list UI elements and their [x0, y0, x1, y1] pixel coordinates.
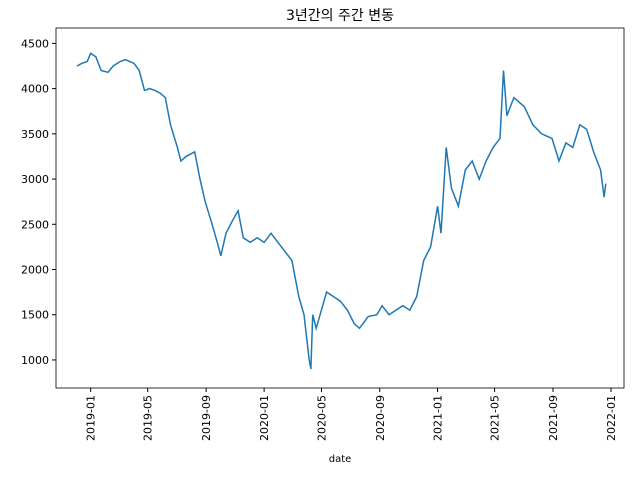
- x-tick-label: 2019-05: [142, 395, 155, 441]
- y-tick-label: 3000: [21, 173, 49, 186]
- y-tick-label: 2000: [21, 264, 49, 277]
- y-tick-label: 1000: [21, 354, 49, 367]
- y-tick-label: 2500: [21, 218, 49, 231]
- y-tick-label: 4000: [21, 83, 49, 96]
- y-tick-label: 3500: [21, 128, 49, 141]
- chart-title: 3년간의 주간 변동: [286, 8, 394, 24]
- x-axis-label: date: [329, 454, 352, 465]
- x-tick-label: 2020-01: [258, 395, 271, 441]
- x-tick-label: 2022-01: [605, 395, 618, 441]
- x-tick-label: 2019-09: [200, 395, 213, 441]
- x-tick-label: 2021-05: [489, 395, 502, 441]
- plot-frame: [55, 27, 625, 389]
- x-tick-label: 2020-05: [315, 395, 328, 441]
- x-tick-label: 2021-01: [432, 395, 445, 441]
- data-line: [76, 52, 607, 370]
- x-tick-label: 2019-01: [85, 395, 98, 441]
- x-tick-label: 2021-09: [547, 395, 560, 441]
- x-tick-label: 2020-09: [374, 395, 387, 441]
- y-tick-label: 1500: [21, 309, 49, 322]
- y-tick-label: 4500: [21, 37, 49, 50]
